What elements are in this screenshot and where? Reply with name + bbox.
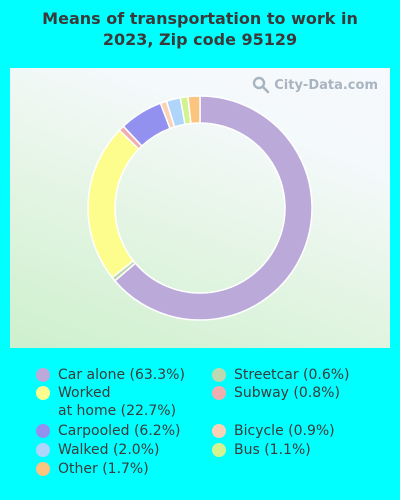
chart-title-line2: 2023, Zip code 95129: [102, 30, 298, 49]
legend-item: Other (1.7%): [36, 460, 149, 478]
donut-slice-2: [87, 129, 140, 279]
legend-label: Streetcar (0.6%): [234, 367, 350, 383]
watermark: City-Data.com: [252, 76, 378, 94]
legend-label: Car alone (63.3%): [58, 367, 185, 383]
legend-label: Bicycle (0.9%): [234, 423, 335, 439]
legend-label: Subway (0.8%): [234, 385, 340, 401]
legend-swatch: [212, 424, 226, 438]
donut-slice-8: [187, 95, 201, 125]
donut-slice-0: [113, 95, 313, 321]
donut-chart: [87, 95, 313, 321]
legend-item: Subway (0.8%): [212, 384, 340, 402]
legend-swatch: [36, 462, 50, 476]
legend-item: Streetcar (0.6%): [212, 366, 350, 384]
chart-area: City-Data.com: [10, 68, 390, 348]
legend-item: Carpooled (6.2%): [36, 422, 180, 440]
legend-item: Car alone (63.3%): [36, 366, 185, 384]
watermark-text: City-Data.com: [274, 77, 378, 93]
legend-item: Bicycle (0.9%): [212, 422, 335, 440]
legend-swatch: [212, 443, 226, 457]
legend-swatch: [212, 368, 226, 382]
legend-swatch: [36, 443, 50, 457]
legend-label: Worked at home (22.7%): [58, 385, 177, 419]
legend-swatch: [36, 386, 50, 400]
legend-item: Bus (1.1%): [212, 441, 311, 459]
chart-title-line1: Means of transportation to work in: [42, 9, 358, 28]
chart-title: Means of transportation to work in 2023,…: [0, 8, 400, 50]
legend-label: Other (1.7%): [58, 461, 149, 477]
legend-swatch: [212, 386, 226, 400]
magnifier-icon: [253, 76, 270, 94]
legend-label: Walked (2.0%): [58, 442, 160, 458]
legend-label: Bus (1.1%): [234, 442, 311, 458]
legend-label: Carpooled (6.2%): [58, 423, 181, 439]
legend-swatch: [36, 424, 50, 438]
legend-swatch: [36, 368, 50, 382]
legend-item: Worked at home (22.7%): [36, 384, 176, 420]
legend-item: Walked (2.0%): [36, 441, 159, 459]
